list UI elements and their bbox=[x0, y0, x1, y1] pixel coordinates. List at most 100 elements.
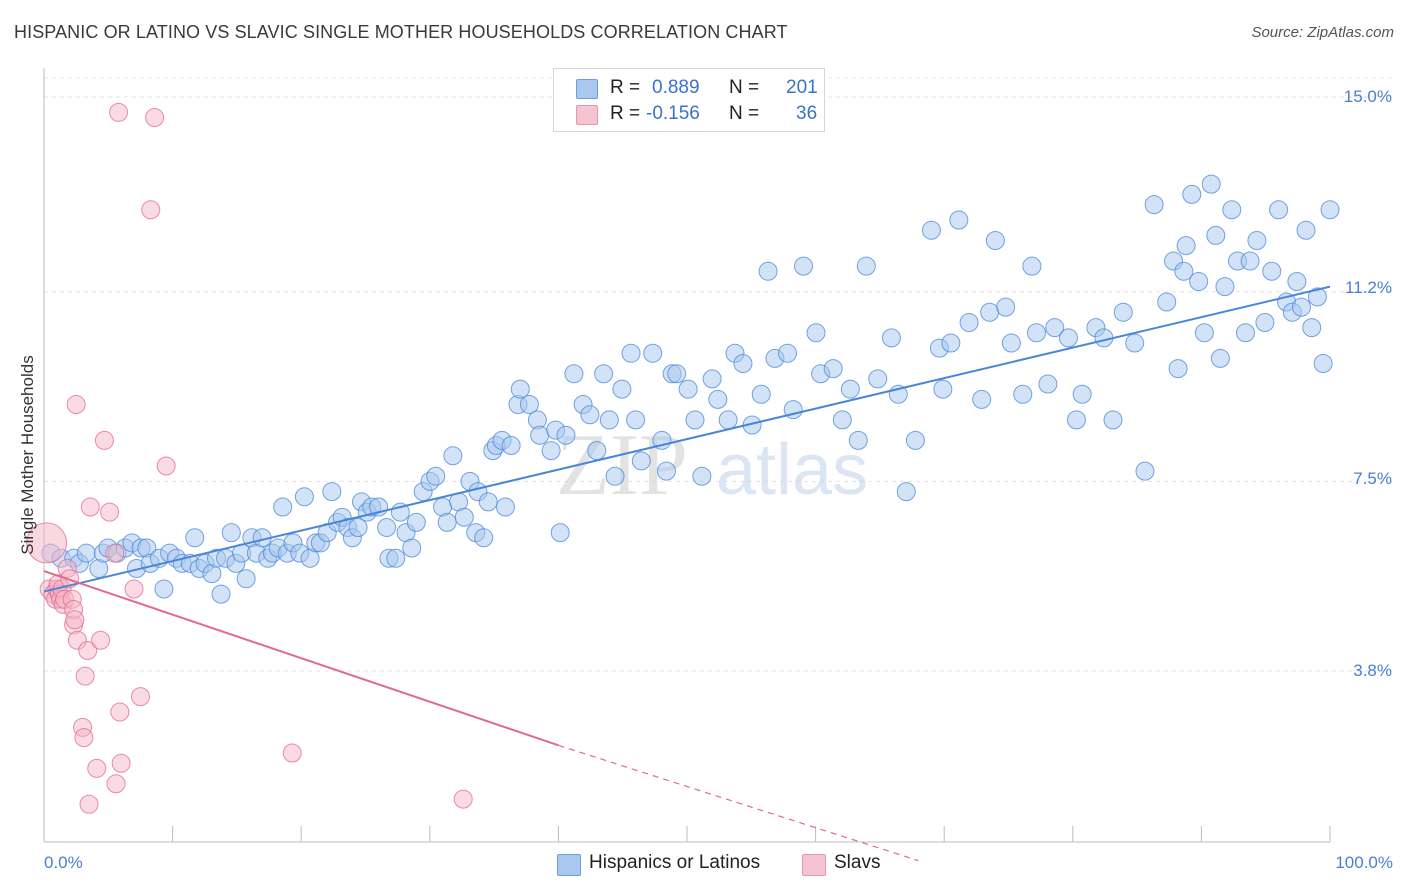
hispanic-point bbox=[294, 487, 314, 507]
hispanic-point bbox=[386, 548, 406, 568]
n-value: 201 bbox=[786, 77, 818, 98]
series-swatch bbox=[576, 79, 598, 99]
slav-point bbox=[145, 108, 165, 127]
r-value: 0.889 bbox=[652, 77, 700, 98]
hispanic-point bbox=[793, 256, 813, 276]
slav-point bbox=[130, 687, 150, 707]
hispanic-point bbox=[594, 364, 614, 384]
legend-swatch bbox=[802, 854, 826, 876]
hispanic-point bbox=[605, 466, 625, 486]
hispanic-point bbox=[510, 379, 530, 399]
hispanic-point bbox=[959, 313, 979, 332]
hispanic-point bbox=[933, 379, 953, 399]
hispanic-point bbox=[832, 410, 852, 430]
hispanic-point bbox=[868, 369, 888, 389]
hispanic-point bbox=[856, 256, 876, 276]
series-swatch bbox=[576, 105, 598, 125]
hispanic-point bbox=[348, 518, 368, 537]
hispanic-point bbox=[1296, 220, 1316, 240]
slav-point bbox=[75, 666, 95, 686]
hispanic-point bbox=[550, 523, 570, 543]
hispanic-point bbox=[1215, 277, 1235, 297]
hispanic-point bbox=[1103, 410, 1123, 430]
slav-point bbox=[78, 641, 98, 660]
slav-point bbox=[141, 200, 161, 220]
hispanic-point bbox=[941, 333, 961, 353]
hispanic-point bbox=[478, 492, 498, 512]
hispanic-point bbox=[949, 210, 969, 230]
hispanic-point bbox=[580, 405, 600, 425]
hispanic-point bbox=[1210, 348, 1230, 368]
hispanic-point bbox=[1247, 231, 1267, 250]
hispanic-point bbox=[881, 328, 901, 348]
hispanic-point bbox=[708, 389, 728, 409]
hispanic-point bbox=[1144, 195, 1164, 215]
slav-point bbox=[26, 522, 68, 564]
hispanic-point bbox=[1287, 272, 1307, 291]
slav-point bbox=[453, 789, 473, 809]
legend-label: Slavs bbox=[834, 852, 881, 873]
hispanic-point bbox=[1320, 200, 1340, 220]
hispanic-point bbox=[1302, 318, 1322, 338]
hispanic-point bbox=[985, 231, 1005, 250]
chart-title: HISPANIC OR LATINO VS SLAVIC SINGLE MOTH… bbox=[14, 22, 788, 42]
hispanic-point bbox=[443, 446, 463, 466]
hispanic-point bbox=[1255, 313, 1275, 332]
hispanic-point bbox=[758, 261, 778, 281]
hispanic-point bbox=[322, 482, 342, 502]
hispanic-point bbox=[211, 584, 231, 604]
data-points bbox=[26, 102, 1340, 814]
hispanic-point bbox=[564, 364, 584, 384]
hispanic-point bbox=[972, 389, 992, 409]
hispanic-point bbox=[751, 384, 771, 404]
hispanic-point bbox=[1262, 261, 1282, 281]
hispanic-point bbox=[1235, 323, 1255, 343]
slav-point bbox=[80, 497, 100, 517]
hispanic-point bbox=[185, 528, 205, 548]
x-tick-label-max: 100.0% bbox=[1335, 853, 1393, 872]
hispanic-point bbox=[1066, 410, 1086, 430]
hispanic-point bbox=[426, 466, 446, 486]
hispanic-point bbox=[905, 430, 925, 450]
hispanic-point bbox=[1168, 359, 1188, 379]
hispanic-point bbox=[718, 410, 738, 430]
hispanic-point bbox=[667, 364, 687, 384]
legend-label: Hispanics or Latinos bbox=[589, 852, 761, 873]
legend-swatch bbox=[557, 854, 581, 876]
hispanic-point bbox=[474, 528, 494, 548]
slav-point bbox=[100, 502, 120, 522]
hispanic-point bbox=[643, 343, 663, 363]
hispanic-point bbox=[1022, 256, 1042, 276]
hispanic-point bbox=[921, 220, 941, 240]
hispanic-point bbox=[76, 543, 96, 563]
hispanic-point bbox=[501, 436, 521, 455]
r-label: R = bbox=[610, 103, 641, 124]
hispanic-point bbox=[733, 354, 753, 373]
hispanic-point bbox=[1001, 333, 1021, 353]
hispanic-point bbox=[1113, 302, 1133, 322]
hispanic-point bbox=[996, 297, 1016, 317]
hispanic-point bbox=[1201, 174, 1221, 194]
r-value: -0.156 bbox=[646, 103, 700, 124]
hispanic-point bbox=[1194, 323, 1214, 343]
hispanic-point bbox=[656, 461, 676, 481]
hispanic-point bbox=[495, 497, 515, 517]
hispanic-point bbox=[1058, 328, 1078, 348]
legend: Hispanics or Latinos Slavs bbox=[0, 852, 1406, 878]
source-note[interactable]: Source: ZipAtlas.com bbox=[1251, 24, 1394, 41]
hispanic-point bbox=[1026, 323, 1046, 343]
hispanic-point bbox=[692, 466, 712, 486]
hispanic-point bbox=[631, 451, 651, 471]
slav-point bbox=[66, 395, 86, 414]
hispanic-point bbox=[778, 343, 798, 363]
hispanic-point bbox=[1222, 200, 1242, 220]
slav-point bbox=[105, 543, 125, 563]
hispanic-point bbox=[541, 441, 561, 461]
hispanic-point bbox=[519, 395, 539, 414]
hispanic-point bbox=[1291, 297, 1311, 317]
hispanic-point bbox=[1313, 354, 1333, 373]
hispanic-point bbox=[454, 507, 474, 527]
hispanic-point bbox=[236, 569, 256, 589]
hispanic-point bbox=[402, 538, 422, 558]
